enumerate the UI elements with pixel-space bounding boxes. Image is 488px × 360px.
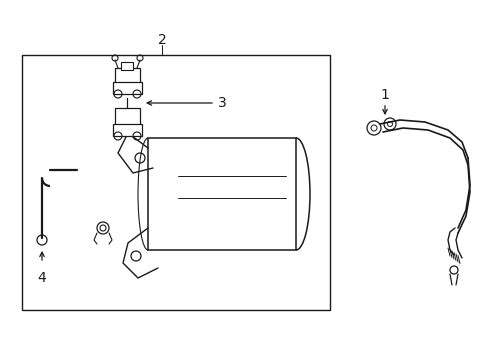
Text: 3: 3 [218,96,226,110]
Bar [115,68,140,84]
Bar [121,62,133,70]
Text: 4: 4 [38,271,46,285]
Bar [113,124,142,136]
Bar [113,82,142,94]
Text: 1: 1 [380,88,388,102]
Text: 2: 2 [157,33,166,47]
Bar [22,55,329,310]
Bar [115,108,140,126]
Bar [148,138,295,250]
